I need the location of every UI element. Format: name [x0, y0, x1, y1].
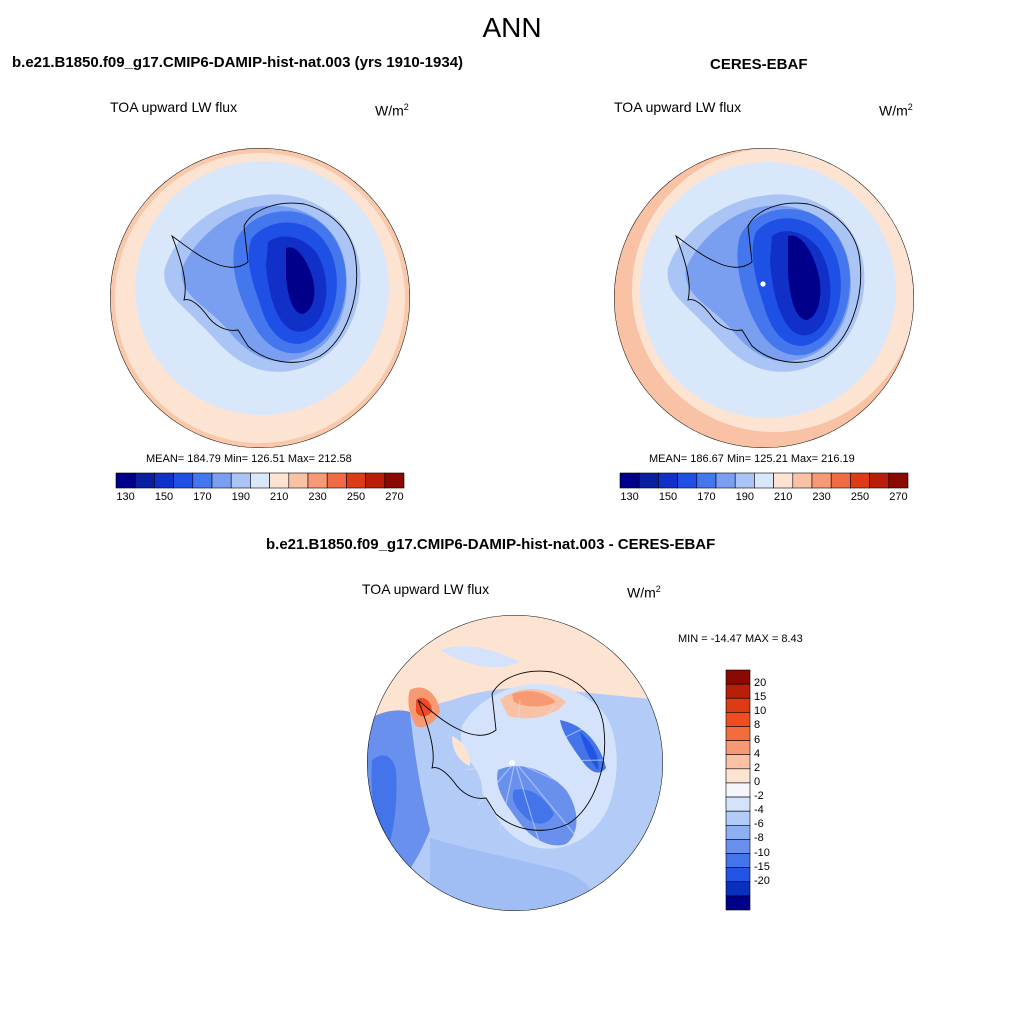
ceres-colorbar-swatch: [715, 472, 736, 489]
ceres-colorbar: [619, 472, 909, 489]
difference-colorbar-swatch: [725, 726, 751, 741]
ceres-colorbar-swatch: [850, 472, 870, 489]
panel3-title: b.e21.B1850.f09_g17.CMIP6-DAMIP-hist-nat…: [266, 536, 716, 553]
panel2-stats: MEAN= 186.67 Min= 125.21 Max= 216.19: [649, 453, 855, 465]
model-colorbar-swatch: [269, 472, 290, 489]
difference-colorbar-swatch: [725, 867, 751, 883]
panel1-variable: TOA upward LW flux: [110, 99, 238, 115]
model-colorbar-swatch: [154, 472, 174, 489]
difference-colorbar-swatch: [725, 796, 751, 812]
ceres-colorbar-tick-label: 230: [812, 491, 831, 503]
ceres-colorbar-tick-label: 150: [658, 491, 678, 503]
difference-colorbar-tick-label: -20: [754, 874, 770, 887]
difference-colorbar-tick-label: -6: [754, 818, 764, 831]
panel1-title: b.e21.B1850.f09_g17.CMIP6-DAMIP-hist-nat…: [12, 54, 464, 71]
model-colorbar-tick-label: 270: [385, 491, 404, 503]
difference-polar-map: [367, 615, 663, 911]
ceres-colorbar-swatch: [792, 472, 813, 489]
panel3-units: W/m2: [627, 584, 661, 601]
model-colorbar-tick-label: 170: [193, 491, 212, 503]
panel1-stats: MEAN= 184.79 Min= 126.51 Max= 212.58: [146, 453, 352, 465]
difference-colorbar-tick-label: -15: [754, 860, 770, 873]
ceres-colorbar-swatch: [619, 472, 640, 489]
ceres-colorbar-tick-label: 270: [889, 491, 908, 503]
difference-colorbar-swatch: [725, 697, 751, 713]
ceres-colorbar-swatch: [638, 472, 659, 489]
difference-colorbar-swatch: [725, 881, 751, 897]
model-colorbar-tick-label: 130: [116, 491, 135, 503]
difference-colorbar-swatch: [725, 683, 751, 699]
difference-colorbar-tick-label: 20: [754, 677, 767, 690]
ceres-colorbar-swatch: [754, 472, 774, 489]
ceres-colorbar-swatch: [869, 472, 890, 489]
ceres-colorbar-swatch: [696, 472, 717, 489]
difference-colorbar-tick-label: 2: [754, 761, 761, 774]
model-colorbar-swatch: [250, 472, 270, 489]
difference-colorbar-tick-label: 8: [754, 719, 761, 732]
figure-title: ANN: [482, 12, 542, 43]
difference-colorbar-swatch: [725, 853, 751, 868]
difference-colorbar-swatch: [725, 754, 751, 770]
difference-colorbar-swatch: [725, 669, 751, 685]
ceres-colorbar-swatch: [658, 472, 678, 489]
ceres-colorbar-tick-label: 170: [697, 491, 716, 503]
difference-colorbar-tick-label: -8: [754, 832, 764, 845]
difference-colorbar-swatch: [725, 712, 751, 727]
difference-colorbar-tick-label: -2: [754, 790, 764, 803]
model-colorbar-tick-label: 250: [346, 491, 366, 503]
model-colorbar-swatch: [346, 472, 366, 489]
panel2-title: CERES-EBAF: [710, 56, 808, 73]
difference-colorbar-swatch: [725, 768, 751, 784]
ceres-colorbar-tick-label: 250: [850, 491, 870, 503]
model-colorbar-swatch: [307, 472, 328, 489]
ceres-colorbar-swatch: [888, 472, 909, 489]
model-colorbar-tick-label: 230: [308, 491, 327, 503]
panel3-variable: TOA upward LW flux: [362, 581, 490, 597]
difference-colorbar-swatch: [725, 895, 751, 911]
difference-colorbar-swatch: [725, 824, 751, 840]
ceres-colorbar-swatch: [830, 472, 851, 489]
ceres-colorbar-swatch: [677, 472, 698, 489]
difference-colorbar-swatch: [725, 810, 751, 826]
model-colorbar-swatch: [211, 472, 232, 489]
ceres-colorbar-tick-label: 130: [620, 491, 639, 503]
difference-colorbar-tick-label: -10: [754, 846, 770, 859]
panel1-units: W/m2: [375, 102, 409, 119]
ceres-colorbar-swatch: [773, 472, 794, 489]
model-colorbar-tick-label: 150: [154, 491, 174, 503]
difference-colorbar-tick-label: 10: [754, 705, 767, 718]
panel2-variable: TOA upward LW flux: [614, 99, 742, 115]
model-colorbar-swatch: [230, 472, 251, 489]
model-colorbar-swatch: [134, 472, 155, 489]
difference-colorbar: [725, 669, 751, 911]
model-colorbar-tick-label: 190: [231, 491, 250, 503]
model-colorbar-swatch: [115, 472, 136, 489]
difference-colorbar-tick-label: 6: [754, 733, 761, 746]
difference-colorbar-tick-label: 15: [754, 691, 767, 704]
model-colorbar-swatch: [173, 472, 194, 489]
difference-colorbar-tick-label: -4: [754, 804, 764, 817]
ceres-colorbar-swatch: [734, 472, 755, 489]
model-colorbar-swatch: [192, 472, 213, 489]
model-colorbar-swatch: [288, 472, 309, 489]
difference-colorbar-swatch: [725, 839, 751, 854]
difference-colorbar-tick-label: 4: [754, 747, 761, 760]
model-polar-map: [110, 148, 410, 448]
ceres-polar-map: [614, 148, 914, 448]
model-colorbar: [115, 472, 405, 489]
difference-colorbar-tick-label: 0: [754, 775, 761, 788]
model-colorbar-tick-label: 210: [270, 491, 289, 503]
ceres-colorbar-swatch: [811, 472, 832, 489]
panel3-stats: MIN = -14.47 MAX = 8.43: [678, 633, 803, 645]
difference-colorbar-swatch: [725, 740, 751, 756]
model-colorbar-swatch: [384, 472, 405, 489]
model-colorbar-swatch: [365, 472, 386, 489]
difference-colorbar-swatch: [725, 782, 751, 798]
model-colorbar-swatch: [326, 472, 347, 489]
ceres-colorbar-tick-label: 210: [774, 491, 793, 503]
ceres-colorbar-tick-label: 190: [735, 491, 754, 503]
panel2-units: W/m2: [879, 102, 913, 119]
